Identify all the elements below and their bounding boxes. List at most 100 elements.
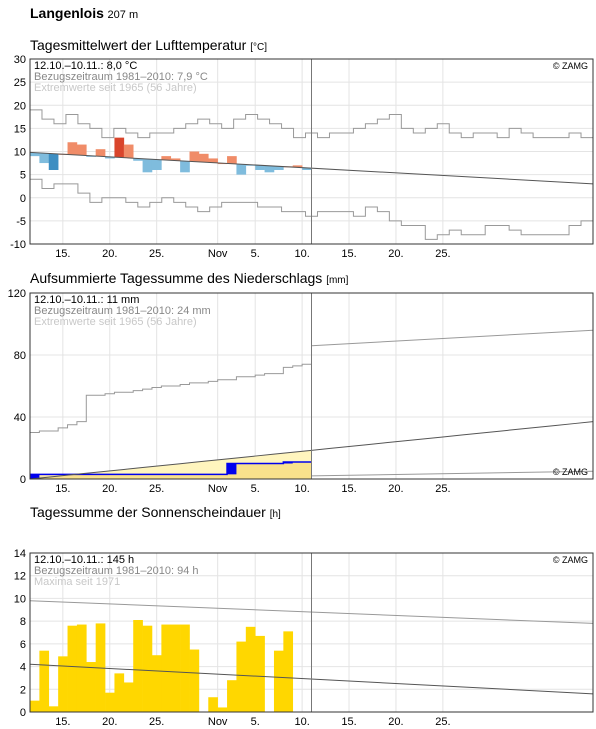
temperature-deviation-bar [292, 165, 303, 168]
sunshine-title: Tagessumme der Sonnenscheindauer [h] [30, 504, 281, 520]
sunshine-bar [189, 649, 200, 712]
temperature-xtick-label: 20. [102, 248, 117, 260]
temperature-ytick-label: -5 [16, 216, 26, 228]
precipitation-xtick-label: 25. [149, 483, 164, 495]
precipitation-title-text: Aufsummierte Tagessumme des Niederschlag… [30, 270, 323, 286]
temperature-xtick-label: 15. [55, 248, 70, 260]
temperature-deviation-bar [151, 159, 162, 170]
temperature-deviation-bar [264, 165, 275, 173]
sunshine-bar [170, 624, 181, 712]
temperature-xtick-label: Nov [208, 248, 228, 260]
temperature-deviation-bar [95, 149, 106, 157]
precipitation-copyright: © ZAMG [553, 467, 588, 477]
sunshine-bar [76, 624, 87, 712]
temperature-deviation-bar [198, 153, 209, 163]
sunshine-xtick-label: 25. [149, 716, 164, 728]
temperature-deviation-bar [161, 156, 172, 161]
precipitation-info-extreme: Extremwerte seit 1965 (56 Jahre) [34, 316, 197, 328]
temperature-ytick-label: 15 [14, 123, 26, 135]
sunshine-info-extreme: Maxima seit 1971 [34, 576, 120, 588]
sunshine-bar [217, 707, 228, 712]
sunshine-bar [58, 656, 68, 712]
temperature-info-normal: Bezugszeitraum 1981–2010: 7,9 °C [34, 71, 208, 83]
precipitation-title: Aufsummierte Tagessumme des Niederschlag… [30, 270, 348, 286]
temperature-title-text: Tagesmittelwert der Lufttemperatur [30, 37, 247, 53]
sunshine-bar [123, 682, 134, 712]
temperature-deviation-bar [30, 152, 40, 157]
sunshine-bar [227, 680, 237, 712]
sunshine-xtick-label: 15. [341, 716, 356, 728]
temperature-xtick-label: 10. [294, 248, 309, 260]
temperature-ytick-label: 0 [20, 193, 26, 205]
sunshine-bar [48, 706, 59, 712]
sunshine-xtick-label: 5. [251, 716, 260, 728]
sunshine-ytick-label: 8 [20, 616, 26, 628]
temperature-deviation-bar [133, 158, 143, 161]
temperature-deviation-bar [48, 153, 59, 170]
temperature-deviation-bar [123, 144, 134, 158]
precipitation-info-normal: Bezugszeitraum 1981–2010: 24 mm [34, 305, 211, 317]
sunshine-copyright: © ZAMG [553, 555, 588, 565]
precipitation-xtick-label: Nov [208, 483, 228, 495]
temperature-ytick-label: 20 [14, 100, 26, 112]
sunshine-bar [67, 625, 78, 712]
precipitation-ytick-label: 80 [14, 350, 26, 362]
sunshine-bar [133, 620, 143, 712]
sunshine-bar [86, 662, 96, 712]
temperature-deviation-bar [273, 166, 284, 170]
sunshine-bar [114, 673, 125, 712]
precipitation-xtick-label: 15. [55, 483, 70, 495]
temperature-info-current: 12.10.–10.11.: 8,0 °C [34, 60, 137, 72]
sunshine-ytick-label: 12 [14, 571, 26, 583]
temperature-deviation-bar [236, 164, 247, 175]
precipitation-ytick-label: 120 [8, 288, 26, 300]
precipitation-ytick-label: 40 [14, 412, 26, 424]
sunshine-info-normal: Bezugszeitraum 1981–2010: 94 h [34, 565, 199, 577]
sunshine-bar [208, 697, 218, 712]
temperature-deviation-bar [227, 156, 237, 164]
precipitation-xtick-label: 5. [251, 483, 260, 495]
temperature-ytick-label: 30 [14, 54, 26, 66]
precipitation-xtick-label: 20. [388, 483, 403, 495]
temperature-copyright: © ZAMG [553, 61, 588, 71]
temperature-xtick-label: 25. [149, 248, 164, 260]
station-altitude: 207 m [107, 9, 139, 21]
sunshine-xtick-label: 10. [294, 716, 309, 728]
precipitation-daily-bar [30, 474, 40, 479]
temperature-ytick-label: 25 [14, 77, 26, 89]
precipitation-min-line-future [311, 470, 594, 477]
temperature-xtick-label: 5. [251, 248, 260, 260]
temperature-title: Tagesmittelwert der Lufttemperatur [°C] [30, 37, 267, 53]
sunshine-bar [39, 650, 50, 712]
temperature-plot-border [29, 58, 594, 245]
precipitation-xtick-label: 10. [294, 483, 309, 495]
temperature-deviation-bar [67, 142, 78, 155]
temperature-min-line [30, 178, 593, 240]
sunshine-info-current: 12.10.–10.11.: 145 h [34, 554, 134, 566]
temperature-deviation-bar [142, 158, 153, 173]
sunshine-xtick-label: 25. [435, 716, 450, 728]
precipitation-ytick-label: 0 [20, 474, 26, 486]
sunshine-bar [180, 624, 190, 712]
temperature-xtick-label: 25. [435, 248, 450, 260]
sunshine-title-text: Tagessumme der Sonnenscheindauer [30, 504, 266, 520]
precipitation-plot-border [29, 292, 594, 480]
precipitation-max-line [30, 363, 312, 433]
sunshine-xtick-label: 20. [102, 716, 117, 728]
sunshine-ytick-label: 4 [20, 662, 26, 674]
temperature-deviation-bar [180, 161, 190, 173]
temperature-unit: [°C] [250, 42, 267, 53]
sunshine-bar [30, 700, 40, 712]
temperature-ytick-label: 10 [14, 147, 26, 159]
temperature-deviation-bar [105, 156, 115, 159]
temperature-ytick-label: -10 [10, 239, 26, 251]
sunshine-bar [245, 626, 256, 712]
temperature-deviation-bar [114, 137, 125, 158]
temperature-deviation-bar [39, 153, 50, 164]
temperature-deviation-bar [76, 144, 87, 156]
precipitation-daily-bar [227, 463, 237, 475]
station-name: Langenlois [30, 5, 104, 21]
temperature-xtick-label: 20. [388, 248, 403, 260]
sunshine-bar [105, 692, 115, 712]
